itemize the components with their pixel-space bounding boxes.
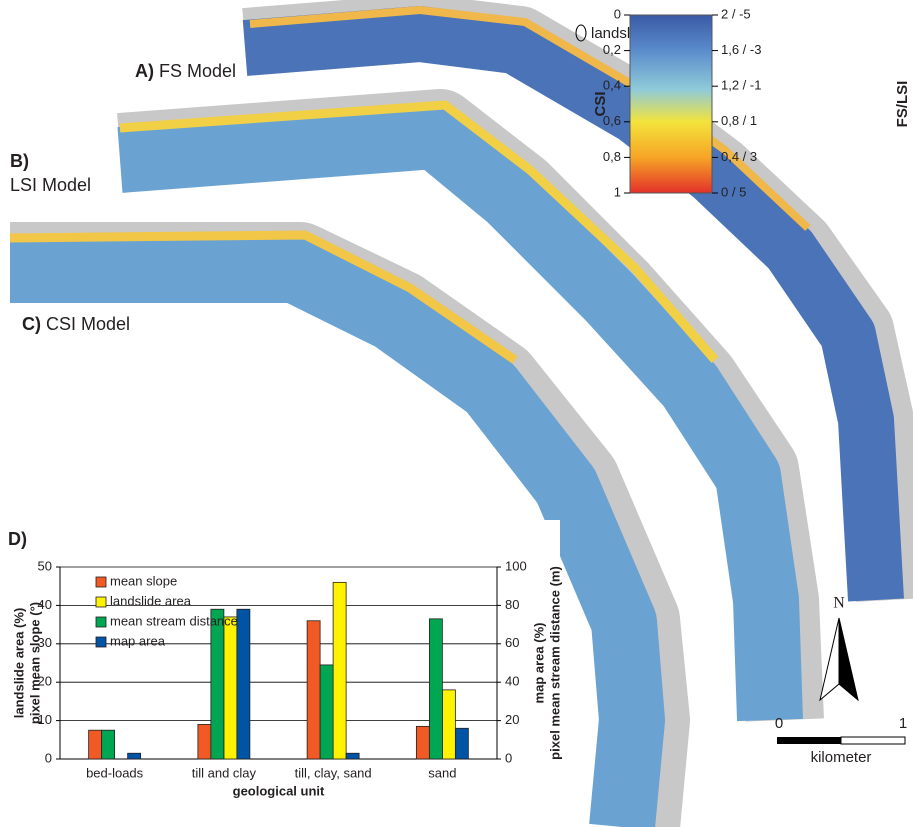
y2-axis-label: map area (%) (531, 623, 546, 704)
bar (223, 616, 238, 760)
letter: A) (135, 61, 154, 81)
north-arrow: N (819, 595, 859, 702)
map-c-edge (9, 230, 518, 364)
bar (210, 608, 225, 760)
y2-tick-label: 20 (505, 712, 519, 727)
y-tick-label: 50 (38, 558, 52, 573)
bar (454, 727, 469, 760)
legend-label: mean slope (110, 573, 177, 588)
name: CSI Model (46, 314, 130, 334)
bar (127, 752, 142, 760)
colorbar-left-label: 0,8 (603, 149, 621, 164)
y2-axis-label: pixel mean stream distance (m) (547, 566, 562, 760)
colorbar-right-label: 2 / -5 (721, 6, 751, 21)
colorbar-right-label: 1,6 / -3 (721, 42, 761, 57)
map-label-b-letter: B) (10, 151, 29, 171)
bar (415, 725, 430, 760)
colorbar-left-label: 0,6 (603, 113, 621, 128)
colorbar-right-title: FS/LSI (894, 81, 911, 128)
scale-dark (777, 737, 841, 744)
y2-tick-label: 0 (505, 750, 512, 765)
y-axis-label: pixel mean slope (°) (27, 602, 42, 724)
bar (319, 664, 334, 760)
legend-swatch (95, 636, 107, 648)
colorbar-left-title: CSI (592, 91, 609, 116)
map-a-edge (249, 6, 811, 231)
map-label-b-name: LSI Model (10, 175, 91, 195)
bar (332, 581, 347, 760)
y2-tick-label: 100 (505, 558, 527, 573)
colorbar-right-label: 0,4 / 3 (721, 149, 757, 164)
arrow-left (819, 617, 840, 702)
chart-background (0, 520, 560, 820)
bar (345, 752, 360, 760)
scale-light (840, 736, 906, 745)
colorbar (629, 14, 713, 194)
y-tick-label: 20 (38, 674, 52, 689)
map-label-a: A) FS Model (135, 61, 236, 81)
x-tick-label: till and clay (192, 765, 257, 780)
colorbar-left-label: 0,2 (603, 42, 621, 57)
bar (101, 729, 116, 760)
landslide-icon (575, 24, 587, 42)
y2-tick-label: 80 (505, 597, 519, 612)
legend-label: mean stream distance (110, 613, 238, 628)
letter: C) (22, 314, 41, 334)
north-label: N (833, 595, 845, 612)
x-axis-label: geological unit (233, 783, 325, 798)
bar (88, 729, 103, 760)
scale-start: 0 (775, 715, 783, 732)
colorbar-right-label: 0 / 5 (721, 184, 746, 199)
bar (428, 618, 443, 760)
map-c (10, 237, 665, 827)
colorbar-left-label: 0,4 (603, 78, 621, 93)
x-tick-label: bed-loads (86, 765, 144, 780)
panel-label: D) (8, 529, 27, 549)
bar-chart: 0 10 20 30 40 50 0 20 40 60 80 100 landslide area (%… (11, 558, 562, 798)
legend-label: landslide area (110, 593, 192, 608)
bar (306, 620, 321, 760)
legend-swatch (95, 596, 107, 608)
colorbar-left-label: 0 (614, 6, 621, 21)
y-tick-label: 40 (38, 597, 52, 612)
bar (236, 608, 251, 760)
colorbar-right-label: 1,2 / -1 (721, 78, 761, 93)
y2-tick-label: 60 (505, 635, 519, 650)
map-b-edge (119, 100, 719, 363)
arrow-right (838, 617, 859, 702)
legend-label: map area (110, 633, 166, 648)
y-tick-label: 0 (45, 750, 52, 765)
name: FS Model (159, 61, 236, 81)
scale-bar: 0 1 kilometer (775, 715, 907, 766)
x-tick-label: till, clay, sand (295, 765, 372, 780)
map-labels: A) FS Model B) LSI Model C) CSI Model (10, 61, 236, 334)
x-tick-label: sand (428, 765, 456, 780)
colorbar-right-label: 0,8 / 1 (721, 113, 757, 128)
scale-unit: kilometer (811, 749, 872, 766)
y2-tick-label: 40 (505, 674, 519, 689)
legend-swatch (95, 576, 107, 588)
bar (441, 689, 456, 760)
y-axis-label: landslide area (%) (11, 608, 26, 719)
map-label-c: C) CSI Model (22, 314, 130, 334)
bar (197, 724, 212, 760)
legend-swatch (95, 616, 107, 628)
y-tick-label: 30 (38, 635, 52, 650)
colorbar-left-label: 1 (614, 184, 621, 199)
scale-end: 1 (899, 715, 907, 732)
map-b (117, 103, 803, 722)
colorbar-ticks: 0 0,2 0,4 0,6 0,8 1 2 / -5 1,6 / -3 1,2 / -1 0,8 … (603, 6, 762, 199)
y-tick-label: 10 (38, 712, 52, 727)
maps (9, 0, 913, 827)
